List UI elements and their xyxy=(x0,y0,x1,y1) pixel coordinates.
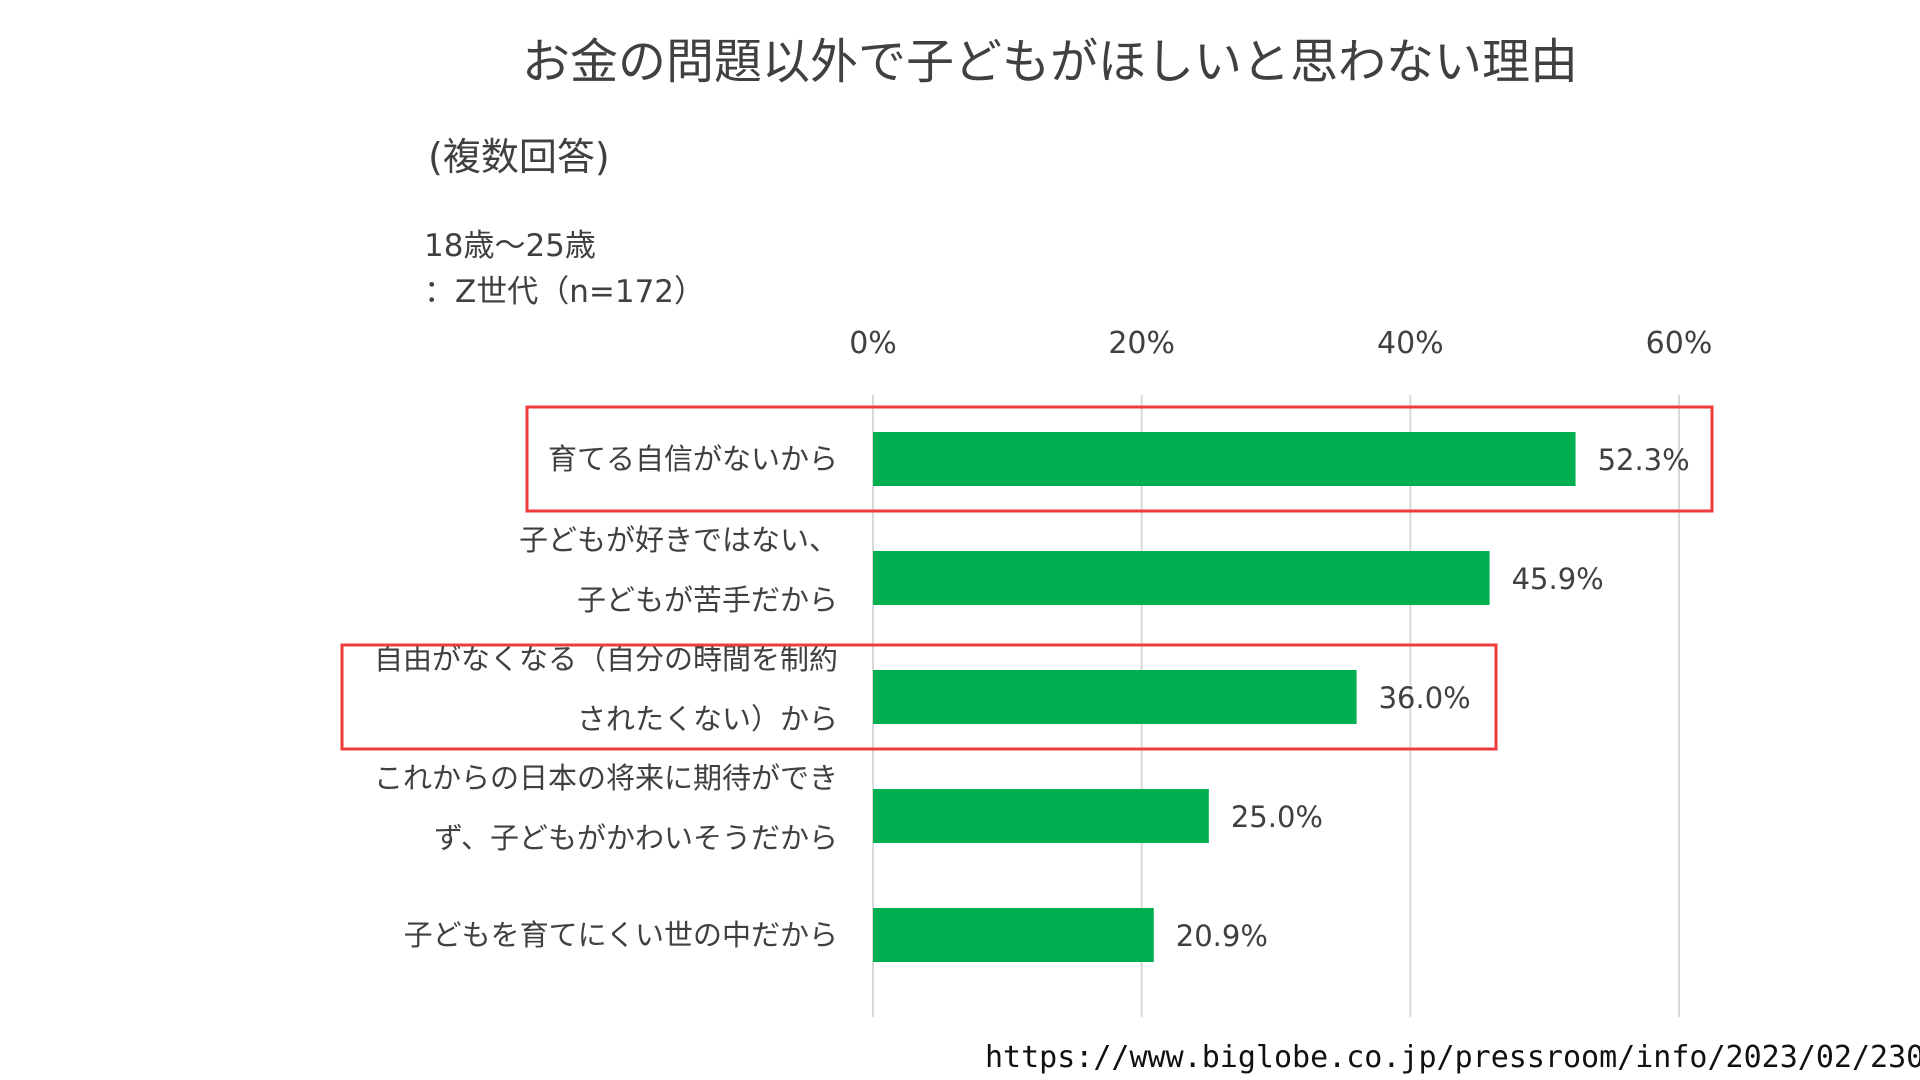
x-tick-label: 0% xyxy=(849,326,897,361)
category-label: 子どもが好きではない、 xyxy=(519,523,838,557)
bar xyxy=(873,432,1576,486)
bar xyxy=(873,789,1209,843)
category-label: 育てる自信がないから xyxy=(548,442,838,476)
data-label: 25.0% xyxy=(1231,800,1323,834)
bar xyxy=(873,908,1154,962)
bar xyxy=(873,670,1357,724)
respondent-note-age: 18歳～25歳 xyxy=(424,228,596,264)
data-label: 36.0% xyxy=(1379,681,1471,715)
category-label: これからの日本の将来に期待ができ xyxy=(374,761,838,795)
data-label: 52.3% xyxy=(1598,443,1690,477)
source-url: https://www.biglobe.co.jp/pressroom/info… xyxy=(985,1040,1920,1075)
category-label: されたくない）から xyxy=(577,702,838,736)
category-label: 自由がなくなる（自分の時間を制約 xyxy=(374,642,838,676)
chart-subtitle: (複数回答) xyxy=(428,135,610,179)
data-label: 20.9% xyxy=(1176,919,1268,953)
data-label: 45.9% xyxy=(1512,562,1604,596)
x-tick-label: 40% xyxy=(1377,326,1444,361)
x-tick-label: 20% xyxy=(1108,326,1175,361)
category-label: 子どもが苦手だから xyxy=(577,583,838,617)
bar-chart: 0% 20% 40% 60% 52.3% 育てる自信がないから 45.9% 子どもが好きではな… xyxy=(340,326,1714,1017)
category-label: ず、子どもがかわいそうだから xyxy=(434,821,838,855)
x-tick-label: 60% xyxy=(1646,326,1713,361)
category-label: 子どもを育てにくい世の中だから xyxy=(404,918,838,952)
bar xyxy=(873,551,1490,605)
highlight-box xyxy=(340,643,1498,751)
page-title: お金の問題以外で子どもがほしいと思わない理由 xyxy=(521,34,1578,90)
highlight-box xyxy=(525,405,1714,513)
respondent-note-sample: ：Z世代（n=172） xyxy=(424,274,706,310)
